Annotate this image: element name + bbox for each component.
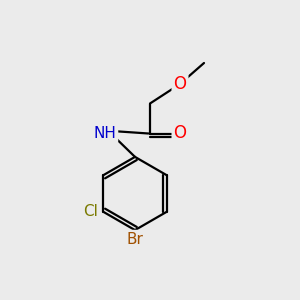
Text: Cl: Cl (83, 204, 98, 219)
Text: NH: NH (94, 126, 116, 141)
Text: Br: Br (127, 232, 143, 247)
Text: O: O (173, 124, 187, 142)
Text: O: O (173, 75, 187, 93)
